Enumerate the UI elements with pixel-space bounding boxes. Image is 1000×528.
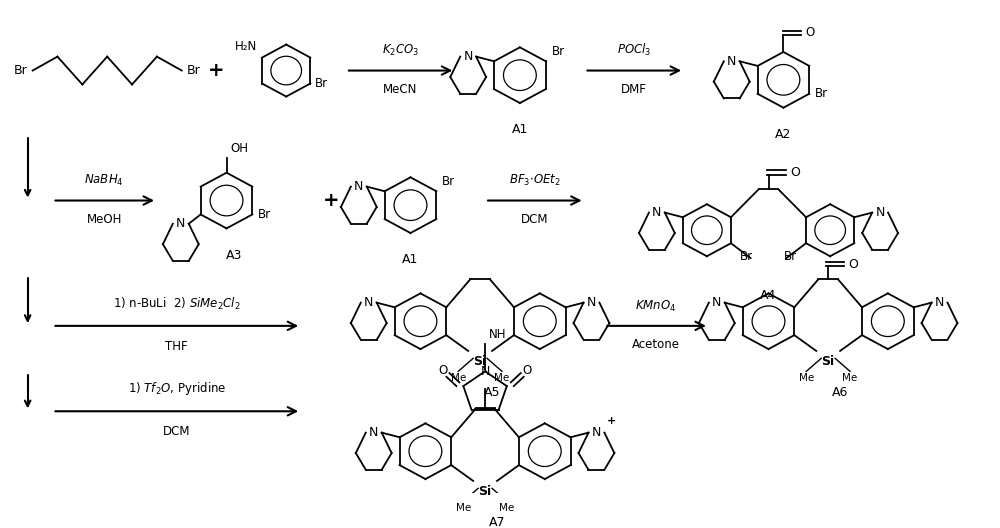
Text: O: O — [790, 166, 800, 178]
Text: Br: Br — [187, 64, 201, 77]
Text: N: N — [712, 296, 721, 309]
Text: OH: OH — [231, 142, 249, 155]
Text: Me: Me — [456, 503, 471, 513]
Text: +: + — [208, 61, 225, 80]
Text: N: N — [587, 296, 596, 309]
Text: MeCN: MeCN — [383, 82, 418, 96]
Text: O: O — [439, 364, 448, 377]
Text: Si: Si — [822, 355, 835, 367]
Text: N: N — [176, 217, 185, 230]
Text: Br: Br — [740, 250, 753, 263]
Text: 1) n-BuLi  2) $SiMe_2Cl_2$: 1) n-BuLi 2) $SiMe_2Cl_2$ — [113, 296, 241, 312]
Text: N: N — [464, 50, 473, 63]
Text: Si: Si — [474, 355, 487, 367]
Text: Me: Me — [451, 373, 466, 383]
Text: Br: Br — [552, 44, 565, 58]
Text: DMF: DMF — [621, 82, 647, 96]
Text: N: N — [592, 426, 601, 439]
Text: Me: Me — [842, 373, 858, 383]
Text: Br: Br — [258, 208, 271, 221]
Text: A1: A1 — [512, 124, 528, 136]
Text: Me: Me — [799, 373, 814, 383]
Text: Br: Br — [442, 175, 455, 187]
Text: $KMnO_4$: $KMnO_4$ — [635, 299, 677, 314]
Text: $NaBH_4$: $NaBH_4$ — [84, 173, 124, 188]
Text: Br: Br — [14, 64, 28, 77]
Text: N: N — [935, 296, 944, 309]
Text: O: O — [848, 258, 858, 271]
Text: Me: Me — [494, 373, 510, 383]
Text: THF: THF — [165, 340, 188, 353]
Text: +: + — [607, 417, 616, 427]
Text: +: + — [323, 191, 339, 210]
Text: N: N — [727, 55, 736, 68]
Text: Br: Br — [784, 250, 797, 263]
Text: DCM: DCM — [163, 425, 191, 438]
Text: A3: A3 — [226, 249, 243, 262]
Text: NH: NH — [489, 328, 507, 341]
Text: $K_2CO_3$: $K_2CO_3$ — [382, 43, 419, 59]
Text: N: N — [369, 426, 378, 439]
Text: A2: A2 — [775, 128, 792, 141]
Text: Si: Si — [479, 485, 492, 497]
Text: N: N — [480, 365, 490, 378]
Text: MeOH: MeOH — [87, 213, 122, 225]
Text: H₂N: H₂N — [235, 40, 257, 53]
Text: N: N — [652, 206, 662, 219]
Text: A1: A1 — [402, 253, 419, 267]
Text: O: O — [805, 26, 815, 40]
Text: 1) $Tf_2O$, Pyridine: 1) $Tf_2O$, Pyridine — [128, 380, 226, 398]
Text: N: N — [875, 206, 885, 219]
Text: A5: A5 — [484, 386, 500, 399]
Text: $BF_3{\cdot}OEt_2$: $BF_3{\cdot}OEt_2$ — [509, 173, 561, 188]
Text: A6: A6 — [832, 386, 848, 399]
Text: Br: Br — [315, 77, 328, 90]
Text: A7: A7 — [489, 516, 505, 528]
Text: N: N — [364, 296, 373, 309]
Text: DCM: DCM — [521, 213, 549, 225]
Text: N: N — [354, 180, 363, 193]
Text: $POCl_3$: $POCl_3$ — [617, 42, 651, 59]
Text: A4: A4 — [760, 289, 777, 301]
Text: Acetone: Acetone — [632, 338, 680, 351]
Text: O: O — [522, 364, 531, 377]
Text: Me: Me — [499, 503, 515, 513]
Text: Br: Br — [815, 87, 828, 100]
